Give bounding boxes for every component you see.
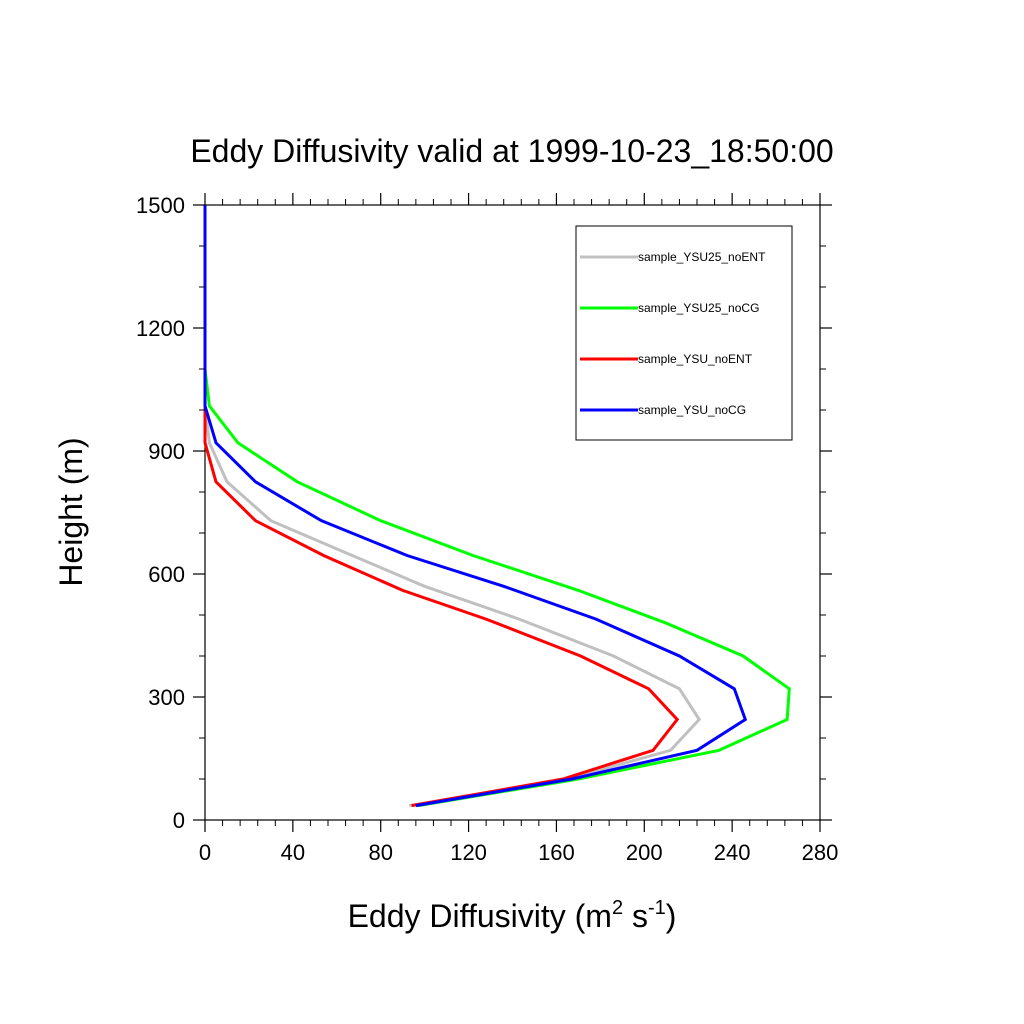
x-tick-label-6: 240 — [714, 840, 751, 865]
x-tick-label-4: 160 — [538, 840, 575, 865]
x-axis-label-end: ) — [666, 898, 677, 934]
x-axis-label: Eddy Diffusivity (m2 s-1) — [348, 897, 677, 934]
series-line-1 — [203, 205, 791, 808]
y-axis-label: Height (m) — [53, 437, 89, 586]
legend-label-1: sample_YSU25_noCG — [638, 301, 759, 315]
series-line-2 — [203, 205, 680, 808]
axis-layer: 0 40 80 120 160 200 240 280 0 300 600 900 1200 1500 — [136, 193, 838, 865]
x-tick-label-1: 40 — [281, 840, 305, 865]
x-axis-label-mid: s — [623, 898, 648, 934]
legend-box — [575, 225, 793, 441]
series-layer — [203, 205, 791, 808]
x-tick-label-5: 200 — [626, 840, 663, 865]
plot-frame — [204, 204, 821, 821]
x-axis-label-sup2: -1 — [648, 897, 666, 919]
series-line-3 — [203, 205, 748, 808]
y-tick-label-0: 0 — [173, 808, 185, 833]
x-tick-label-0: 0 — [199, 840, 211, 865]
x-tick-label-3: 120 — [450, 840, 487, 865]
x-axis-label-main: Eddy Diffusivity (m — [348, 898, 612, 934]
x-axis-label-sup1: 2 — [612, 897, 623, 919]
plot-area — [204, 204, 821, 821]
y-tick-label-1: 300 — [148, 685, 185, 710]
y-tick-label-2: 600 — [148, 562, 185, 587]
x-tick-label-2: 80 — [368, 840, 392, 865]
y-tick-label-4: 1200 — [136, 316, 185, 341]
legend-label-3: sample_YSU_noCG — [638, 403, 746, 417]
chart-title: Eddy Diffusivity valid at 1999-10-23_18:… — [190, 133, 833, 169]
legend-label-2: sample_YSU_noENT — [638, 352, 753, 366]
x-tick-label-7: 280 — [802, 840, 839, 865]
y-tick-label-3: 900 — [148, 439, 185, 464]
legend-label-0: sample_YSU25_noENT — [638, 250, 766, 264]
y-tick-label-5: 1500 — [136, 193, 185, 218]
legend: sample_YSU25_noENT sample_YSU25_noCGsampl… — [575, 225, 793, 441]
